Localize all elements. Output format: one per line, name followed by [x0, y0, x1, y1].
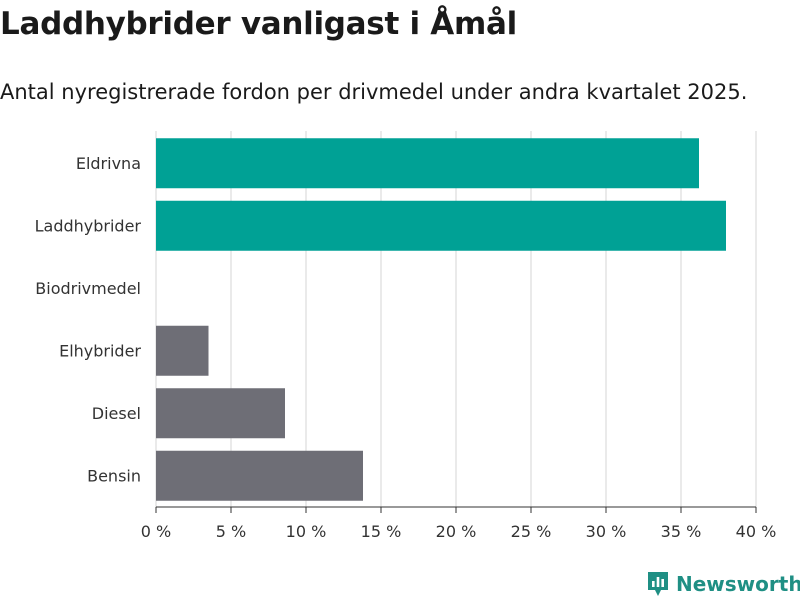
category-label: Bensin — [87, 466, 141, 485]
x-tick-label: 5 % — [216, 522, 246, 541]
x-tick-label: 40 % — [736, 522, 777, 541]
x-tick-label: 30 % — [586, 522, 627, 541]
chart-title: Laddhybrider vanligast i Åmål — [0, 6, 517, 42]
brand-name: Newsworthy — [676, 572, 800, 596]
x-tick-label: 10 % — [286, 522, 327, 541]
category-label: Biodrivmedel — [35, 279, 141, 298]
newsworthy-logo-icon — [648, 572, 668, 596]
category-label: Eldrivna — [76, 154, 141, 173]
bar — [156, 388, 285, 439]
brand-logo-block: Newsworthy — [646, 570, 800, 598]
bar — [156, 450, 363, 501]
x-tick-label: 15 % — [361, 522, 402, 541]
bar — [156, 200, 726, 251]
x-tick-label: 25 % — [511, 522, 552, 541]
category-label: Diesel — [92, 404, 141, 423]
x-tick-label: 20 % — [436, 522, 477, 541]
category-label: Elhybrider — [59, 341, 141, 360]
bar — [156, 325, 209, 376]
bar-chart: Eldrivna Laddhybrider Biodrivmedel Elhybrid… — [35, 131, 777, 541]
category-label: Laddhybrider — [35, 216, 142, 235]
chart-subtitle: Antal nyregistrerade fordon per drivmede… — [0, 80, 748, 104]
x-tick-label: 35 % — [661, 522, 702, 541]
bar — [156, 138, 699, 189]
x-tick-label: 0 % — [141, 522, 171, 541]
